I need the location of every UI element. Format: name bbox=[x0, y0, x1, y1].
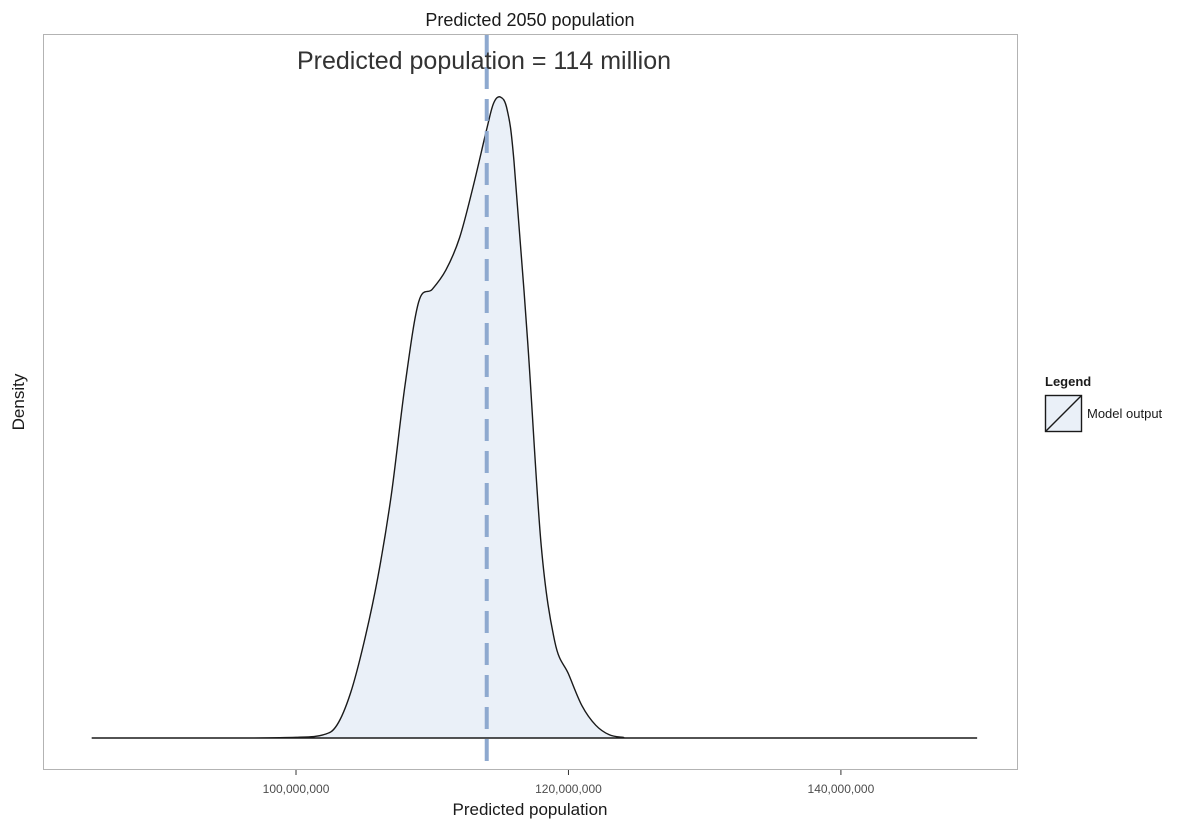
y-axis-label: Density bbox=[9, 373, 28, 430]
chart-title: Predicted 2050 population bbox=[425, 10, 634, 30]
legend-swatch-diagonal bbox=[1045, 395, 1082, 432]
x-tick-label: 100,000,000 bbox=[263, 782, 330, 796]
legend-title: Legend bbox=[1045, 374, 1091, 389]
legend-entry-model-output: Model output bbox=[1087, 406, 1163, 421]
legend-key bbox=[1044, 394, 1083, 433]
x-tick-label: 140,000,000 bbox=[808, 782, 875, 796]
density-area bbox=[91, 96, 978, 739]
x-tick-label: 120,000,000 bbox=[535, 782, 602, 796]
x-axis: 100,000,000 120,000,000 140,000,000 bbox=[263, 770, 875, 796]
chart-annotation: Predicted population = 114 million bbox=[297, 47, 671, 75]
legend: Legend Model output bbox=[1044, 374, 1163, 433]
x-axis-label: Predicted population bbox=[452, 800, 607, 819]
